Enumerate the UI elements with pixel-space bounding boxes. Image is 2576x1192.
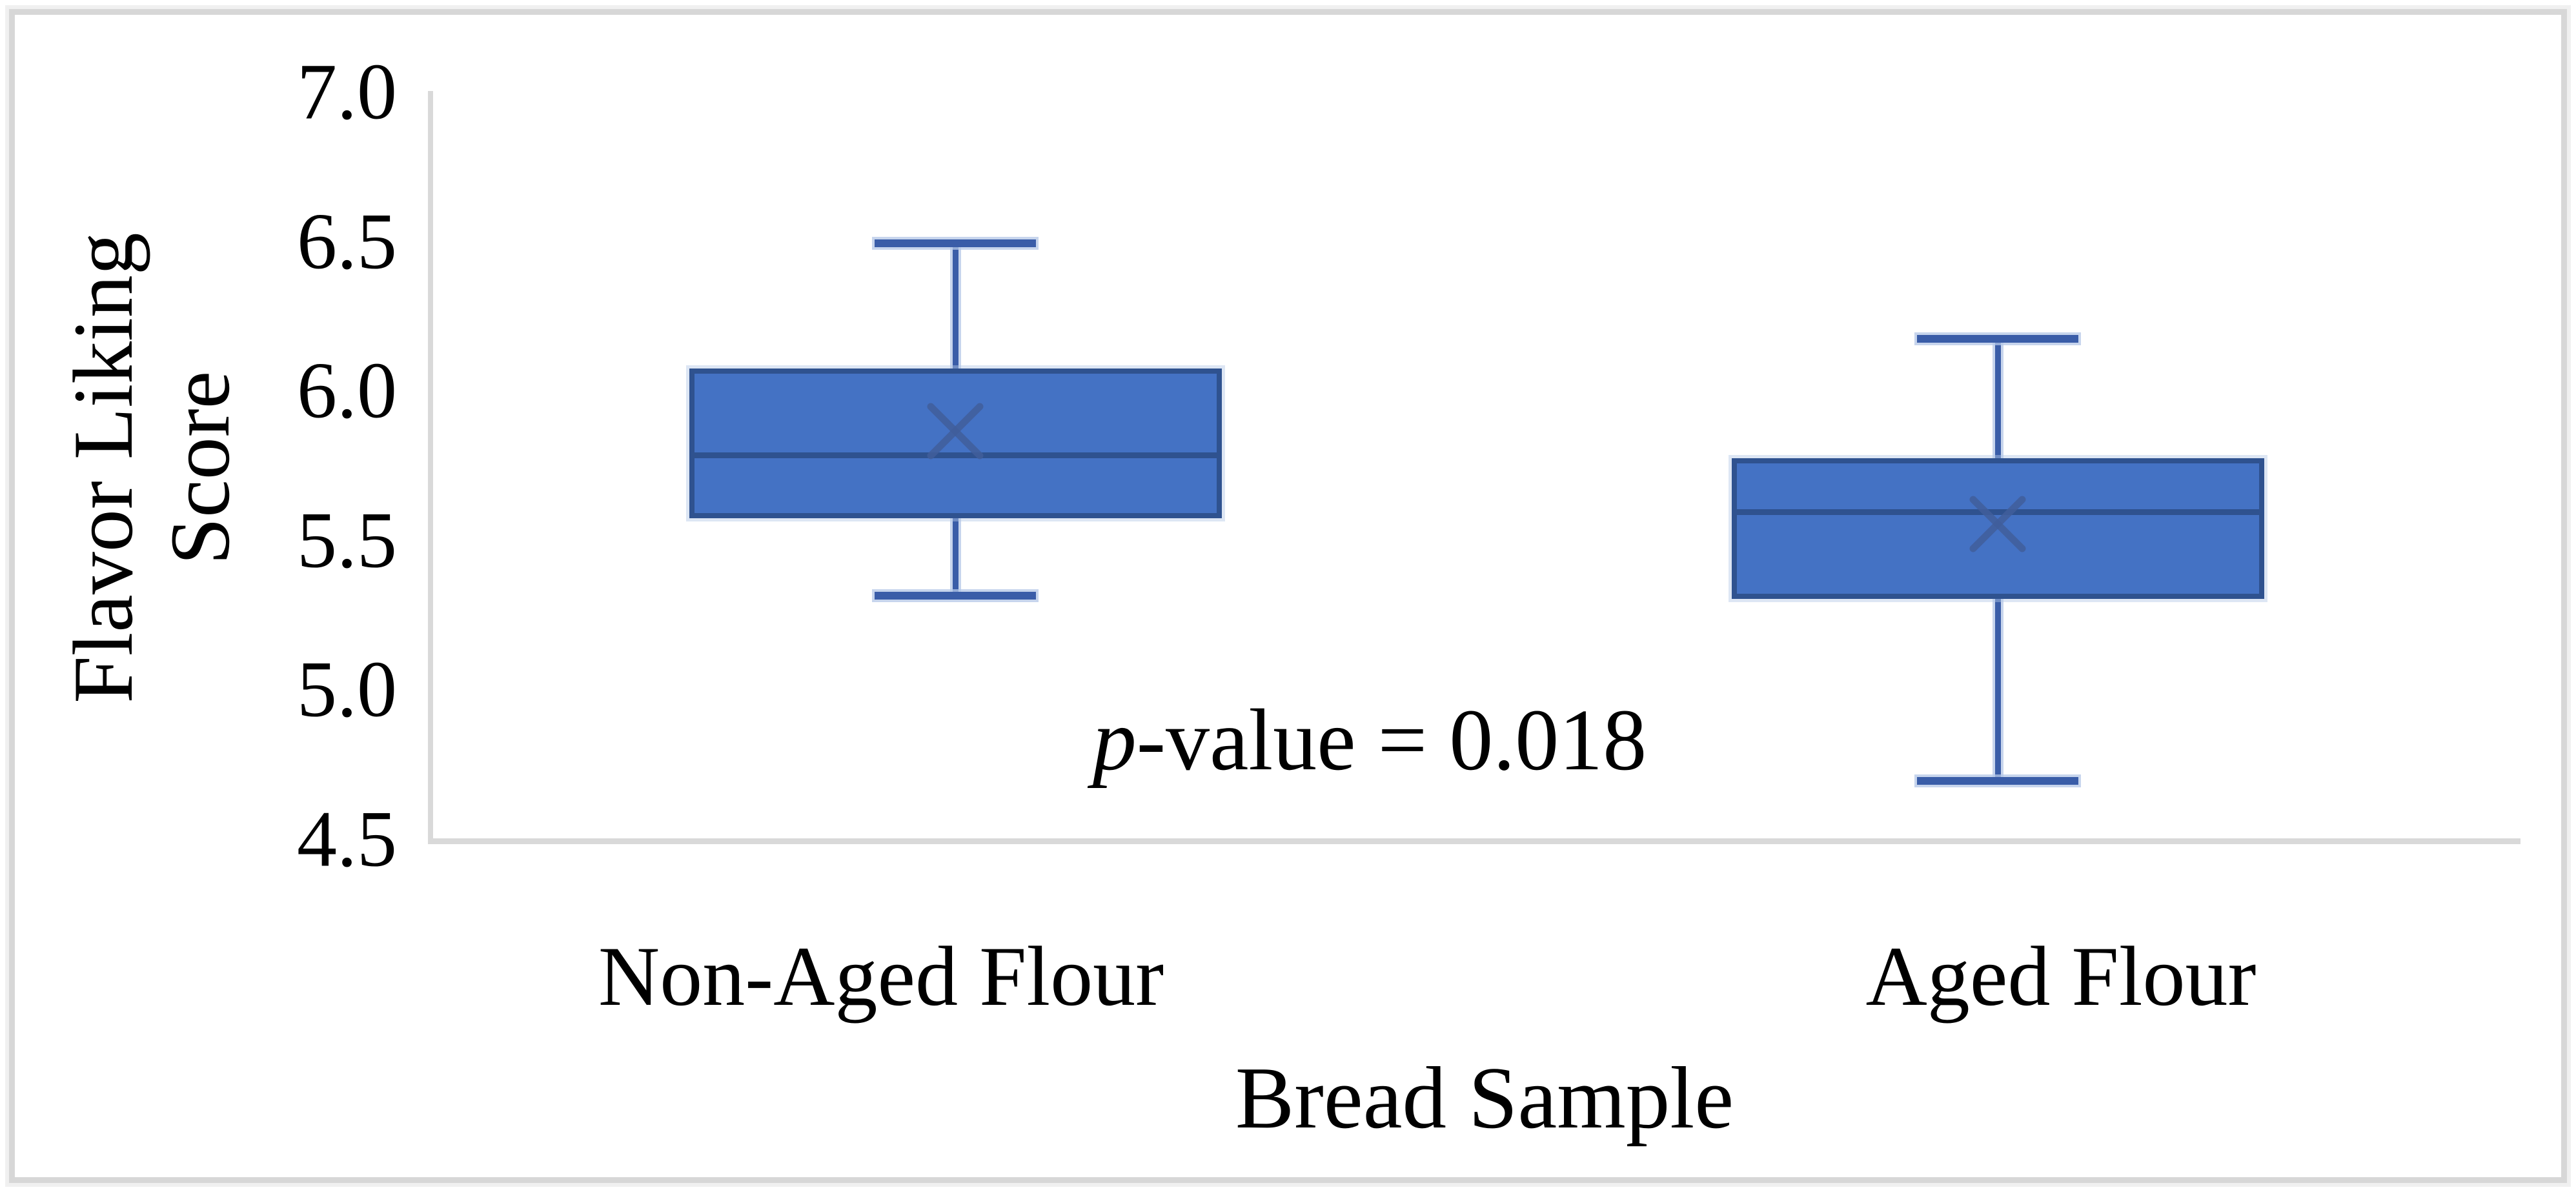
whisker-upper-aged	[1994, 338, 2001, 459]
p-value-annotation: p-value = 0.018	[1047, 692, 1692, 789]
x-axis-title: Bread Sample	[1235, 1049, 1734, 1147]
mean-marker-icon-non-aged	[927, 403, 984, 460]
y-tick-label: 6.5	[297, 197, 397, 286]
whisker-cap-top-aged	[1917, 334, 2078, 343]
iqr-box-non-aged	[689, 369, 1222, 518]
y-tick-label: 5.5	[297, 496, 397, 585]
x-category-label: Aged Flour	[1865, 929, 2257, 1024]
p-value-italic-prefix: p	[1092, 692, 1137, 789]
y-axis-line	[428, 91, 433, 843]
p-value-text: -value = 0.018	[1136, 692, 1647, 789]
y-tick-label: 7.0	[297, 47, 397, 136]
y-tick-label: 5.0	[297, 645, 397, 734]
median-line-aged	[1731, 509, 2264, 515]
x-category-label: Non-Aged Flour	[598, 929, 1164, 1024]
whisker-lower-aged	[1994, 598, 2001, 782]
x-axis-line	[428, 838, 2520, 844]
median-line-non-aged	[689, 452, 1222, 458]
y-tick-label: 6.0	[297, 346, 397, 435]
y-tick-label: 4.5	[297, 794, 397, 884]
mean-marker-icon-aged	[1969, 496, 2026, 552]
whisker-cap-bottom-aged	[1917, 777, 2078, 785]
whisker-upper-non-aged	[952, 243, 958, 369]
whisker-cap-bottom-non-aged	[875, 592, 1036, 600]
whisker-cap-top-non-aged	[875, 239, 1036, 247]
whisker-lower-non-aged	[952, 518, 958, 596]
